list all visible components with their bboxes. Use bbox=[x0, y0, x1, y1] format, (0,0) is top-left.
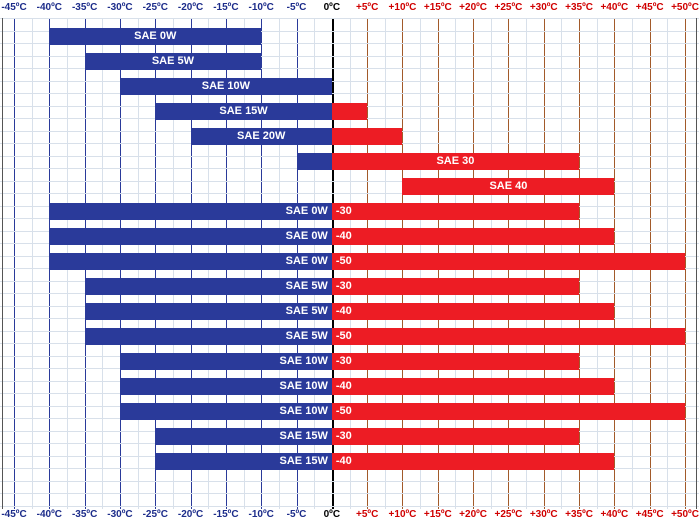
bar-row: SAE 0W-30 bbox=[0, 203, 699, 220]
bar-cold: SAE 0W bbox=[49, 228, 332, 245]
axis-label: -25ºC bbox=[143, 509, 168, 520]
axis-label: -5ºC bbox=[287, 2, 307, 13]
axis-bottom: -45ºC -40ºC -35ºC -30ºC -25ºC -20ºC -15ºC -10ºC… bbox=[0, 509, 699, 525]
bar-row: SAE 5W-40 bbox=[0, 303, 699, 320]
axis-label: +50ºC bbox=[671, 509, 699, 520]
axis-label: -45ºC bbox=[1, 2, 26, 13]
bar-cold: SAE 10W bbox=[120, 403, 332, 420]
bar-cold: SAE 10W bbox=[120, 378, 332, 395]
axis-label: +35ºC bbox=[565, 509, 593, 520]
axis-label: +45ºC bbox=[636, 509, 664, 520]
bar-hot: -50 bbox=[332, 403, 685, 420]
axis-label: +25ºC bbox=[494, 509, 522, 520]
bar-cold bbox=[297, 153, 332, 170]
axis-label: +20ºC bbox=[459, 509, 487, 520]
axis-label: +30ºC bbox=[530, 509, 558, 520]
axis-label: -10ºC bbox=[249, 2, 274, 13]
bar-row: SAE 40 bbox=[0, 178, 699, 195]
bar-cold: SAE 0W bbox=[49, 253, 332, 270]
axis-label: -35ºC bbox=[72, 509, 97, 520]
axis-label: +50ºC bbox=[671, 2, 699, 13]
bar-hot: -30 bbox=[332, 428, 579, 445]
bar-hot: -40 bbox=[332, 453, 615, 470]
axis-label: +10ºC bbox=[389, 509, 417, 520]
bar-cold: SAE 20W bbox=[191, 128, 332, 145]
bar-cold: SAE 5W bbox=[85, 303, 332, 320]
bar-row: SAE 5W-50 bbox=[0, 328, 699, 345]
bar-row: SAE 5W bbox=[0, 53, 699, 70]
bar-cold: SAE 15W bbox=[155, 103, 332, 120]
bar-hot: SAE 40 bbox=[402, 178, 614, 195]
bar-hot: -50 bbox=[332, 328, 685, 345]
axis-label: +10ºC bbox=[389, 2, 417, 13]
bar-cold: SAE 10W bbox=[120, 353, 332, 370]
bar-cold: SAE 5W bbox=[85, 278, 332, 295]
axis-label: +15ºC bbox=[424, 509, 452, 520]
bar-row: SAE 5W-30 bbox=[0, 278, 699, 295]
axis-label: -15ºC bbox=[213, 509, 238, 520]
axis-top: -45ºC -40ºC -35ºC -30ºC -25ºC -20ºC -15ºC -10ºC… bbox=[0, 2, 699, 18]
bar-hot: -30 bbox=[332, 203, 579, 220]
axis-label: +30ºC bbox=[530, 2, 558, 13]
axis-label: +5ºC bbox=[356, 2, 378, 13]
bar-hot: -50 bbox=[332, 253, 685, 270]
bar-cold: SAE 10W bbox=[120, 78, 332, 95]
bar-hot: -40 bbox=[332, 303, 615, 320]
bar-row: SAE 20W bbox=[0, 128, 699, 145]
axis-label: -40ºC bbox=[37, 509, 62, 520]
sae-oil-temperature-chart: -45ºC -40ºC -35ºC -30ºC -25ºC -20ºC -15ºC -10ºC… bbox=[0, 0, 699, 527]
bar-cold: SAE 0W bbox=[49, 203, 332, 220]
axis-label: -30ºC bbox=[107, 2, 132, 13]
bar-hot: -30 bbox=[332, 353, 579, 370]
axis-label: +45ºC bbox=[636, 2, 664, 13]
bar-hot bbox=[332, 128, 403, 145]
bar-cold: SAE 15W bbox=[155, 453, 332, 470]
bar-row: SAE 15W bbox=[0, 103, 699, 120]
axis-label: +35ºC bbox=[565, 2, 593, 13]
bar-row: SAE 0W-40 bbox=[0, 228, 699, 245]
bar-hot bbox=[332, 103, 367, 120]
axis-label: -30ºC bbox=[107, 509, 132, 520]
bar-row: SAE 10W-30 bbox=[0, 353, 699, 370]
grid-hline bbox=[0, 481, 699, 482]
grid-hline bbox=[0, 18, 699, 19]
axis-label: -5ºC bbox=[287, 509, 307, 520]
bar-row: SAE 10W-50 bbox=[0, 403, 699, 420]
axis-label: -35ºC bbox=[72, 2, 97, 13]
bar-cold: SAE 15W bbox=[155, 428, 332, 445]
axis-label: +20ºC bbox=[459, 2, 487, 13]
plot-area: SAE 0W SAE 5W SAE 10W SAE 15W SAE 20WSAE 30 S… bbox=[0, 18, 699, 509]
bar-cold: SAE 5W bbox=[85, 53, 262, 70]
bar-hot: -40 bbox=[332, 228, 615, 245]
axis-label: +40ºC bbox=[600, 2, 628, 13]
axis-label: -25ºC bbox=[143, 2, 168, 13]
axis-label: +5ºC bbox=[356, 509, 378, 520]
bar-row: SAE 15W-30 bbox=[0, 428, 699, 445]
axis-label: -20ºC bbox=[178, 509, 203, 520]
bar-row: SAE 10W-40 bbox=[0, 378, 699, 395]
axis-label: -10ºC bbox=[249, 509, 274, 520]
bar-hot: -30 bbox=[332, 278, 579, 295]
grid-hline bbox=[0, 506, 699, 507]
bar-hot: -40 bbox=[332, 378, 615, 395]
axis-label: -20ºC bbox=[178, 2, 203, 13]
axis-label: 0ºC bbox=[324, 509, 340, 520]
axis-label: +40ºC bbox=[600, 509, 628, 520]
bar-row: SAE 10W bbox=[0, 78, 699, 95]
bar-cold: SAE 5W bbox=[85, 328, 332, 345]
axis-label: -40ºC bbox=[37, 2, 62, 13]
bar-row: SAE 0W-50 bbox=[0, 253, 699, 270]
axis-label: -15ºC bbox=[213, 2, 238, 13]
axis-label: +15ºC bbox=[424, 2, 452, 13]
axis-label: +25ºC bbox=[494, 2, 522, 13]
grid-hline bbox=[0, 493, 699, 494]
bar-row: SAE 0W bbox=[0, 28, 699, 45]
bar-hot: SAE 30 bbox=[332, 153, 579, 170]
bar-row: SAE 30 bbox=[0, 153, 699, 170]
bar-cold: SAE 0W bbox=[49, 28, 261, 45]
bar-row: SAE 15W-40 bbox=[0, 453, 699, 470]
axis-label: -45ºC bbox=[1, 509, 26, 520]
axis-label: 0ºC bbox=[324, 2, 340, 13]
